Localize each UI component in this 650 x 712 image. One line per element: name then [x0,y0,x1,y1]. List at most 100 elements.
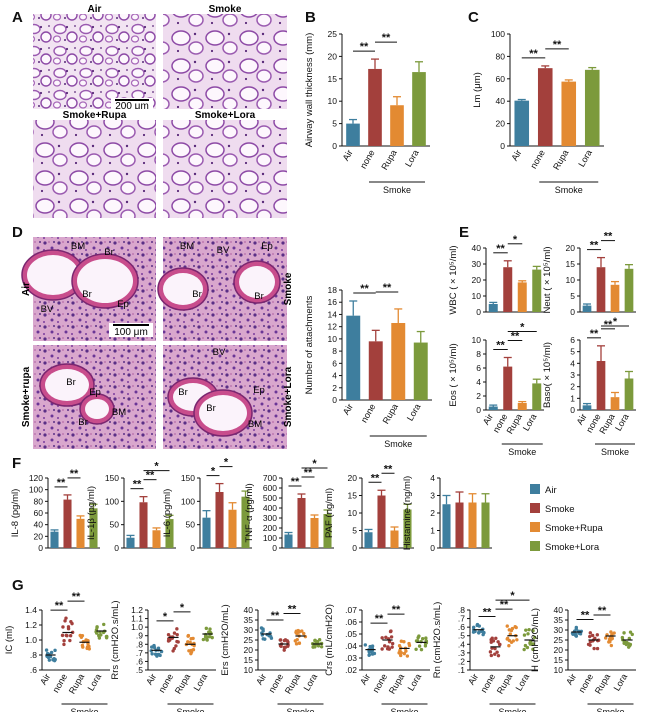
y-tick-label: 100 [181,496,195,506]
bar [488,406,498,410]
significance-label: ** [360,283,369,295]
data-point [294,642,299,646]
y-tick-label: 40 [244,605,254,615]
data-point [622,641,626,645]
data-point [286,644,290,648]
y-tick-label: 20 [328,51,338,61]
data-point [511,639,516,643]
x-tick-label: none [359,402,378,424]
x-tick-label: Air [254,672,268,687]
x-tick-label: Rupa [551,148,570,172]
data-point [70,630,75,635]
y-tick-label: 35 [554,615,564,625]
data-point [47,658,52,662]
y-tick-label: 20 [554,645,564,655]
data-point [420,637,425,641]
y-axis-label: IL-6 (pg/ml) [162,489,173,538]
data-point [68,638,72,643]
data-point [64,616,68,620]
y-tick-label: 6 [332,358,337,368]
x-tick-label: Lora [521,412,539,433]
y-axis-label: IL-1β (pg/ml) [86,486,97,540]
significance-label: ** [304,467,313,479]
group-label: Smoke [390,707,418,712]
significance-label: ** [271,610,280,622]
legend-entry: Air [545,485,557,496]
significance-label: ** [598,605,607,617]
data-point [527,627,531,632]
data-point [278,638,282,642]
y-tick-label: .6 [136,656,143,666]
data-point [588,631,593,635]
data-point [85,645,90,649]
y-tick-label: 5 [352,526,357,536]
x-tick-label: Rupa [283,672,302,696]
bar [624,268,634,312]
y-tick-label: .07 [345,605,357,615]
bar [488,304,498,312]
x-tick-label: Lora [576,148,594,169]
y-tick-label: 20 [244,645,254,655]
x-tick-label: Air [341,148,355,163]
panel-letter-e: E [459,224,469,241]
panel-letters: A B C D E F G [12,9,479,594]
y-axis-label: Histamine (ng/ml) [402,476,413,550]
structure-label: BV [217,245,230,256]
significance-label: ** [146,470,155,482]
airway-lumen [239,266,275,298]
group-label: Smoke [70,707,98,712]
data-point [514,625,518,630]
data-point [69,619,73,624]
label-strip [33,3,156,14]
micrograph-label: Air [21,282,32,296]
data-point [522,647,526,652]
bar [76,518,85,548]
data-point [389,635,394,639]
x-tick-label: Lora [405,402,423,423]
data-point [380,636,384,640]
micrograph-d-2: BM BV Ep Br Br Smoke [157,237,294,341]
bar [442,504,451,548]
data-point [475,623,479,628]
bar [346,123,360,146]
data-point [168,638,172,642]
data-point [590,633,595,638]
y-axis-label: Number of attachments [304,295,315,394]
significance-label: * [224,457,229,469]
y-tick-label: 1.0 [25,635,37,645]
data-point [488,650,493,654]
y-tick-label: 40 [472,243,482,253]
micrograph-label: Smoke+rupa [21,366,32,427]
data-point [64,633,68,638]
x-tick-label: Air [358,672,372,687]
data-point [204,626,209,631]
data-point [479,629,484,633]
structure-label: BM [180,241,194,252]
data-point [495,650,499,654]
y-tick-label: 15 [348,491,358,501]
airway-lumen [85,399,109,419]
legend-entry: Smoke [545,504,575,515]
label-strip [163,109,287,120]
legend-swatch [530,503,540,513]
group-label: Smoke [601,447,629,457]
bar [455,502,464,548]
legend-entry: Smoke+Rupa [545,523,604,534]
data-point [175,632,179,637]
significance-label: ** [392,604,401,616]
y-tick-label: 25 [328,29,338,39]
y-tick-label: 4 [476,377,481,387]
y-axis-label: PAF (ng/ml) [324,488,335,538]
y-tick-label: 0 [114,543,119,553]
panel-letter-b: B [305,9,316,26]
y-tick-label: .8 [458,605,465,615]
tissue-section [33,14,156,112]
y-tick-label: 10 [554,665,564,675]
significance-label: ** [55,600,64,612]
data-point [414,647,418,651]
y-tick-label: 10 [472,291,482,301]
x-tick-label: Rupa [597,412,616,436]
bar [310,518,319,548]
